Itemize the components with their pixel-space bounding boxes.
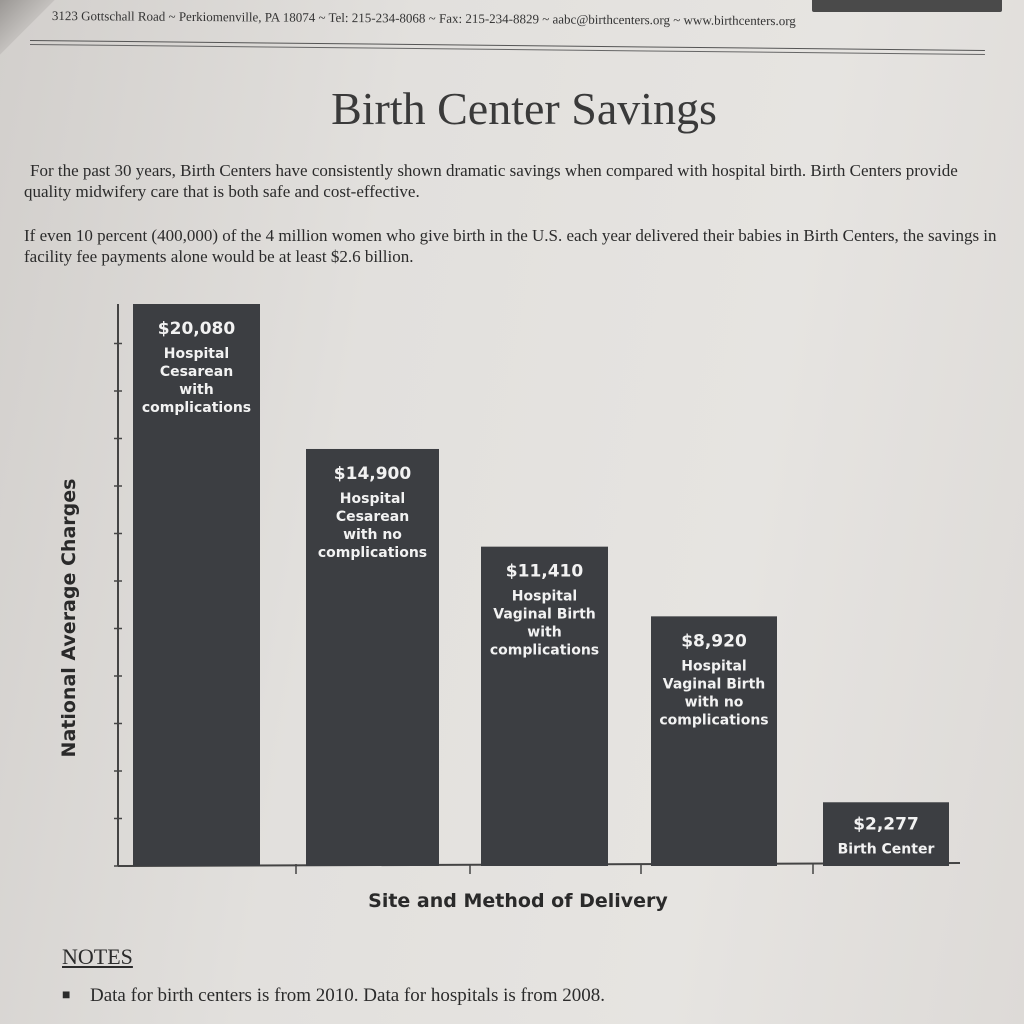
bar-category-label: Hospital [681, 658, 746, 674]
bar-category-label: Hospital [164, 346, 229, 362]
savings-paragraph: If even 10 percent (400,000) of the 4 mi… [24, 226, 997, 266]
bar-2 [306, 448, 439, 866]
x-axis-label: Site and Method of Delivery [368, 890, 668, 912]
notes-heading: NOTES [62, 944, 133, 969]
bar-category-label: Vaginal Birth [663, 676, 765, 692]
page-title: Birth Center Savings [331, 83, 717, 134]
bar-5 [823, 802, 949, 866]
bar-category-label: Cesarean [160, 364, 233, 380]
bar-value-label: $11,410 [506, 562, 584, 582]
bar-3 [481, 546, 608, 866]
bar-category-label: with no [685, 694, 744, 710]
bar-category-label: Hospital [340, 491, 405, 507]
bullet-icon: ■ [62, 988, 71, 1003]
bar-category-label: with [527, 625, 561, 641]
page-fold-shadow [0, 0, 60, 60]
bar-category-label: with [179, 382, 213, 398]
bar-category-label: with no [343, 527, 402, 543]
bar-4 [651, 616, 777, 866]
bar-category-label: Hospital [512, 589, 577, 605]
notes-item: ■ Data for birth centers is from 2010. Da… [62, 985, 605, 1007]
bar-value-label: $14,900 [334, 464, 412, 484]
intro-paragraph: For the past 30 years, Birth Centers hav… [24, 161, 958, 201]
y-axis-label: National Average Charges [58, 479, 80, 758]
notes-item-text: Data for birth centers is from 2010. Dat… [90, 985, 605, 1006]
bar-value-label: $8,920 [681, 631, 747, 651]
bar-category-label: complications [490, 643, 599, 659]
bar-category-label: Vaginal Birth [493, 607, 595, 623]
savings-bar-chart: $20,080 Hospital Cesarean with complications… [58, 304, 961, 912]
bar-1 [133, 304, 260, 866]
bar-category-label: complications [659, 712, 768, 728]
bar-category-label: complications [318, 545, 427, 561]
bar-category-label: Birth Center [838, 841, 935, 857]
bar-category-label: Cesarean [336, 509, 409, 525]
bar-value-label: $20,080 [158, 319, 236, 339]
bar-value-label: $2,277 [853, 814, 919, 834]
bar-category-label: complications [142, 400, 251, 416]
birth-centers-logo [812, 0, 1002, 12]
